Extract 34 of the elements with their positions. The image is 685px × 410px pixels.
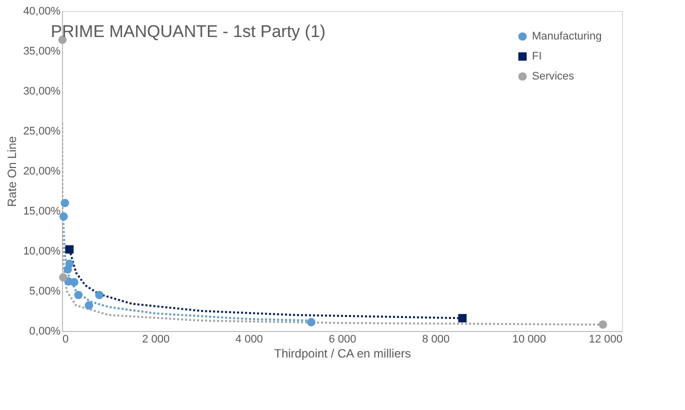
x-tick-label: 10 000 [512,334,546,346]
y-tick-label: 35,00% [23,46,61,58]
x-tick-label: 2 000 [142,334,170,346]
point [70,278,78,286]
x-tick-label: 8 000 [422,334,450,346]
point [74,290,83,300]
legend-label: Services [532,70,575,82]
y-tick-label: 15,00% [23,206,61,218]
x-tick-label: 6 000 [328,334,356,346]
x-tick-label: 4 000 [235,334,263,346]
point [64,265,72,274]
point [307,318,316,326]
y-tick-label: 30,00% [23,86,61,98]
x-axis-title: Thirdpoint / CA en milliers [274,346,411,360]
y-tick-label: 10,00% [23,246,61,258]
point [59,212,68,221]
y-tick-label: 5,00% [29,286,61,298]
y-tick-label: 0,00% [29,326,61,338]
point [59,273,68,282]
legend-label: Manufacturing [532,30,602,42]
y-tick-label: 40,00% [23,6,61,18]
point [65,245,74,254]
point [60,198,70,208]
point [95,290,104,300]
y-axis-title: Rate On Line [5,136,20,207]
point [598,320,608,329]
x-tick-label: 12 000 [588,334,622,346]
legend-label: FI [532,50,542,62]
point [84,301,94,310]
y-tick-label: 20,00% [23,166,61,178]
text: PRIME MANQUANTE - 1st Party (1) [50,22,326,41]
x-tick-label: 0 [62,334,69,346]
point [458,314,467,322]
y-tick-label: 25,00% [23,126,61,138]
